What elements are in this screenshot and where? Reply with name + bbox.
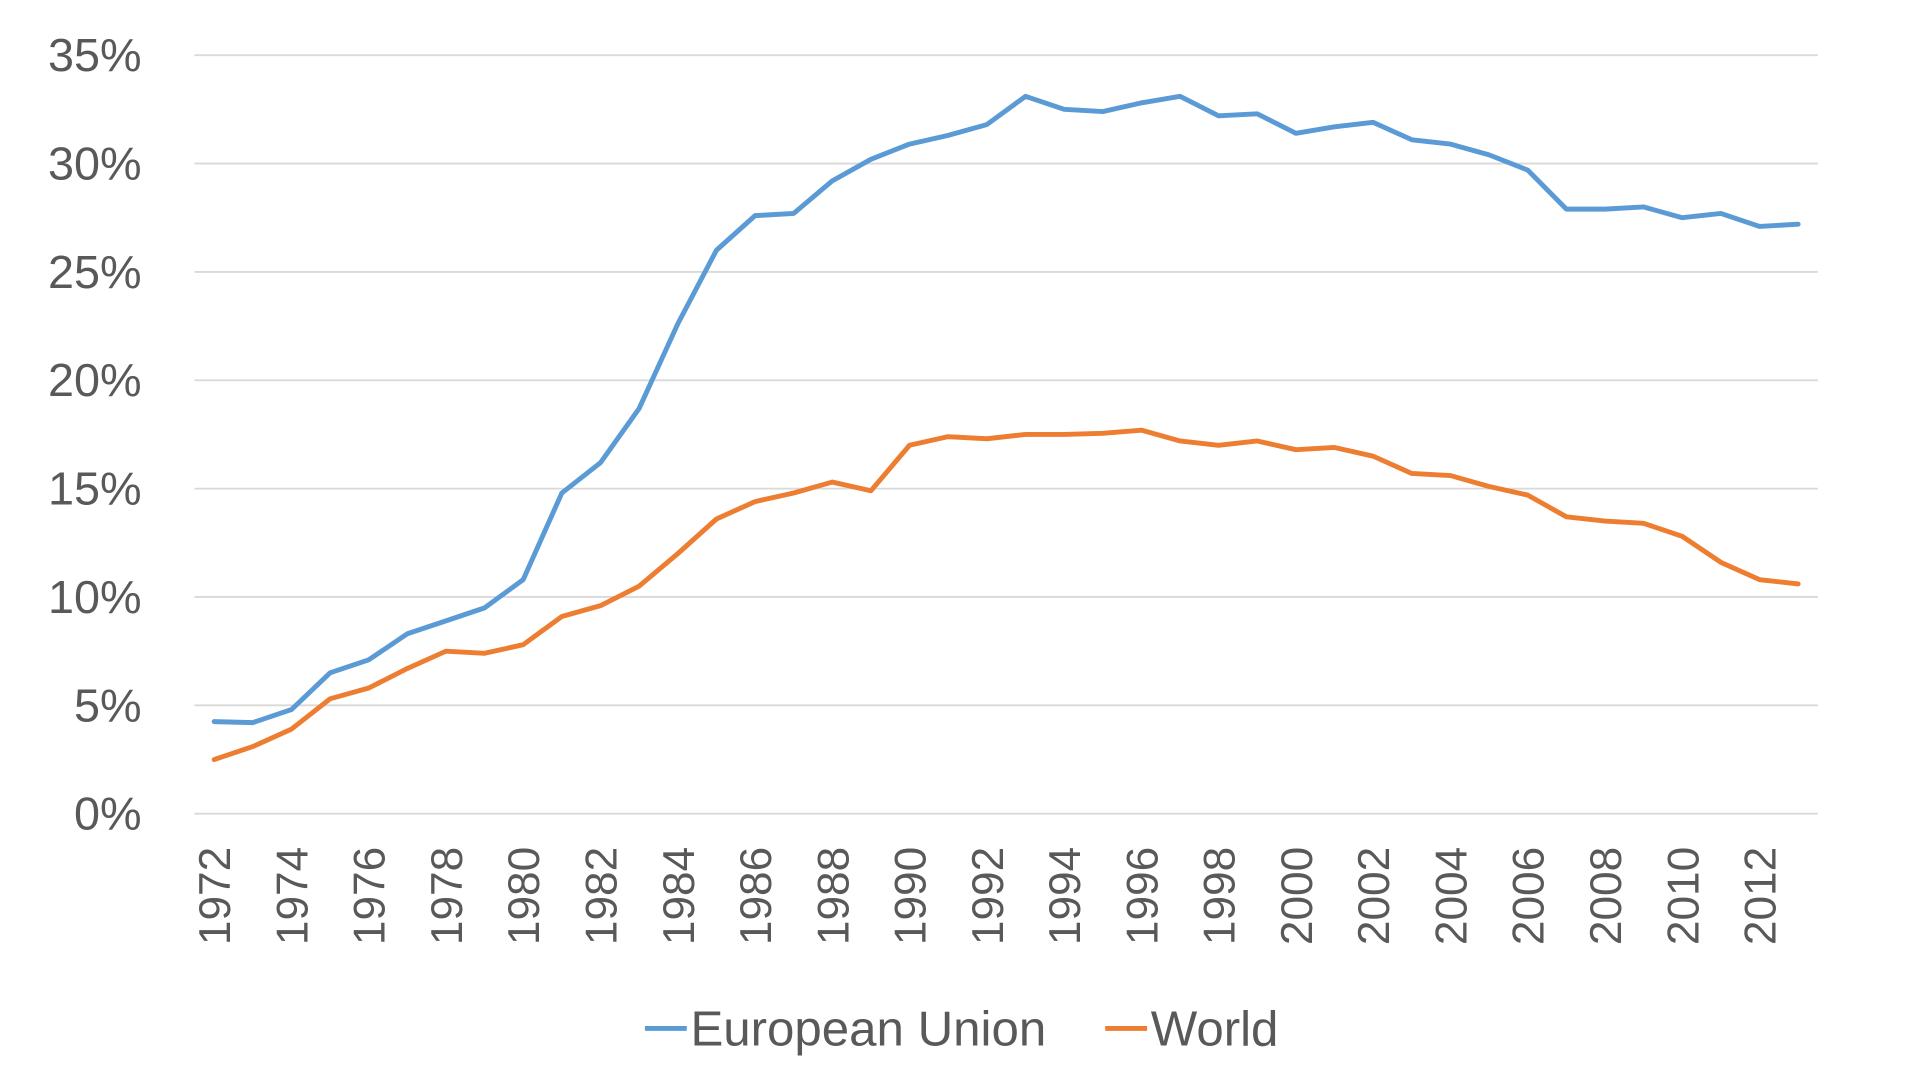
- x-tick-label: 1984: [655, 847, 704, 945]
- x-tick-label: 2012: [1736, 847, 1785, 945]
- x-tick-label: 1998: [1196, 847, 1245, 945]
- x-tick-label: 2010: [1659, 847, 1708, 945]
- series-line-world: [211, 427, 1801, 763]
- gridlines: [194, 54, 1818, 815]
- y-tick-label: 5%: [74, 679, 142, 731]
- series-line-european-union: [211, 93, 1801, 726]
- series-lines: [211, 93, 1801, 763]
- x-tick-label: 1994: [1041, 847, 1090, 945]
- y-tick-label: 15%: [48, 463, 142, 515]
- y-tick-label: 20%: [48, 354, 142, 406]
- x-tick-label: 1982: [577, 847, 626, 945]
- x-tick-label: 2002: [1350, 847, 1399, 945]
- x-tick-label: 2000: [1273, 847, 1322, 945]
- x-axis-ticks: 1972 1974 1976 1978 1980 1982 1984 1986 1988 1990…: [191, 847, 1785, 945]
- x-tick-label: 1980: [500, 847, 549, 945]
- x-tick-label: 2006: [1505, 847, 1554, 945]
- x-tick-label: 1996: [1118, 847, 1167, 945]
- x-tick-label: 2004: [1427, 847, 1476, 945]
- y-tick-label: 10%: [48, 571, 142, 623]
- y-tick-label: 0%: [74, 788, 142, 840]
- x-tick-label: 1978: [423, 847, 472, 945]
- x-tick-label: 1976: [346, 847, 395, 945]
- x-tick-label: 2008: [1582, 847, 1631, 945]
- y-axis-ticks: 0% 5% 10% 15% 20% 25% 30% 35%: [48, 29, 142, 839]
- x-tick-label: 1974: [268, 847, 317, 945]
- legend: European Union World: [644, 1002, 1279, 1057]
- x-tick-label: 1992: [964, 847, 1013, 945]
- x-tick-label: 1990: [887, 847, 936, 945]
- legend-label: European Union: [690, 1002, 1046, 1057]
- x-tick-label: 1972: [191, 847, 240, 945]
- y-tick-label: 35%: [48, 29, 142, 81]
- legend-label: World: [1151, 1002, 1279, 1057]
- x-tick-label: 1986: [732, 847, 781, 945]
- y-tick-label: 25%: [48, 246, 142, 298]
- y-tick-label: 30%: [48, 138, 142, 190]
- x-tick-label: 1988: [809, 847, 858, 945]
